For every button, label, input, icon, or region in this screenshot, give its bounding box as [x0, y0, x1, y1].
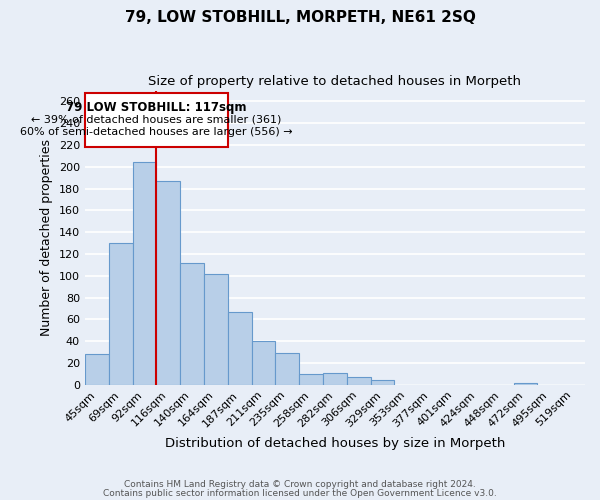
Text: Contains HM Land Registry data © Crown copyright and database right 2024.: Contains HM Land Registry data © Crown c… [124, 480, 476, 489]
Bar [514, 382, 538, 385]
Bar [85, 354, 109, 385]
X-axis label: Distribution of detached houses by size in Morpeth: Distribution of detached houses by size … [165, 437, 505, 450]
Text: 79 LOW STOBHILL: 117sqm: 79 LOW STOBHILL: 117sqm [66, 102, 247, 114]
Bar [251, 341, 275, 385]
Bar [180, 263, 204, 385]
Y-axis label: Number of detached properties: Number of detached properties [40, 139, 53, 336]
Bar [109, 243, 133, 385]
Bar [347, 377, 371, 385]
Text: ← 39% of detached houses are smaller (361): ← 39% of detached houses are smaller (36… [31, 114, 281, 124]
Bar [299, 374, 323, 385]
Text: 60% of semi-detached houses are larger (556) →: 60% of semi-detached houses are larger (… [20, 126, 293, 136]
Bar [157, 181, 180, 385]
Text: 79, LOW STOBHILL, MORPETH, NE61 2SQ: 79, LOW STOBHILL, MORPETH, NE61 2SQ [125, 10, 475, 25]
Text: Contains public sector information licensed under the Open Government Licence v3: Contains public sector information licen… [103, 488, 497, 498]
Bar [371, 380, 394, 385]
Bar [204, 274, 228, 385]
Bar [228, 312, 251, 385]
Bar [85, 92, 228, 147]
Bar [133, 162, 157, 385]
Title: Size of property relative to detached houses in Morpeth: Size of property relative to detached ho… [148, 75, 521, 88]
Bar [323, 373, 347, 385]
Bar [275, 353, 299, 385]
